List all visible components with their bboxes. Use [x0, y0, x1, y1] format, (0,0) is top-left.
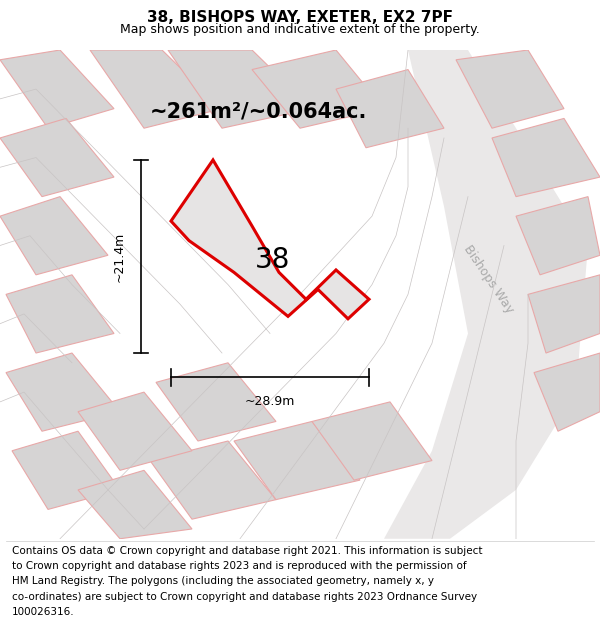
Polygon shape: [12, 431, 120, 509]
Polygon shape: [336, 69, 444, 148]
Polygon shape: [234, 421, 360, 499]
Text: Map shows position and indicative extent of the property.: Map shows position and indicative extent…: [120, 23, 480, 36]
Polygon shape: [456, 50, 564, 128]
Polygon shape: [78, 471, 192, 539]
Polygon shape: [492, 118, 600, 197]
Polygon shape: [312, 402, 432, 480]
Text: Bishops Way: Bishops Way: [461, 243, 517, 316]
Text: 100026316.: 100026316.: [12, 607, 74, 617]
Text: ~21.4m: ~21.4m: [113, 231, 126, 282]
Text: to Crown copyright and database rights 2023 and is reproduced with the permissio: to Crown copyright and database rights 2…: [12, 561, 467, 571]
Text: 38: 38: [256, 246, 290, 274]
Text: 38, BISHOPS WAY, EXETER, EX2 7PF: 38, BISHOPS WAY, EXETER, EX2 7PF: [147, 10, 453, 25]
Polygon shape: [252, 50, 384, 128]
Text: ~261m²/~0.064ac.: ~261m²/~0.064ac.: [149, 101, 367, 121]
Polygon shape: [150, 441, 276, 519]
Polygon shape: [384, 50, 588, 539]
Polygon shape: [534, 353, 600, 431]
Polygon shape: [171, 160, 369, 319]
Polygon shape: [528, 275, 600, 353]
Polygon shape: [156, 362, 276, 441]
Text: co-ordinates) are subject to Crown copyright and database rights 2023 Ordnance S: co-ordinates) are subject to Crown copyr…: [12, 592, 477, 602]
Polygon shape: [6, 353, 120, 431]
Polygon shape: [6, 275, 114, 353]
Polygon shape: [0, 197, 108, 275]
Polygon shape: [0, 50, 114, 128]
Polygon shape: [78, 392, 192, 471]
Polygon shape: [168, 50, 312, 128]
Polygon shape: [90, 50, 222, 128]
Polygon shape: [0, 118, 114, 197]
Text: Contains OS data © Crown copyright and database right 2021. This information is : Contains OS data © Crown copyright and d…: [12, 546, 482, 556]
Text: ~28.9m: ~28.9m: [245, 394, 295, 408]
Polygon shape: [516, 197, 600, 275]
Text: HM Land Registry. The polygons (including the associated geometry, namely x, y: HM Land Registry. The polygons (includin…: [12, 576, 434, 586]
